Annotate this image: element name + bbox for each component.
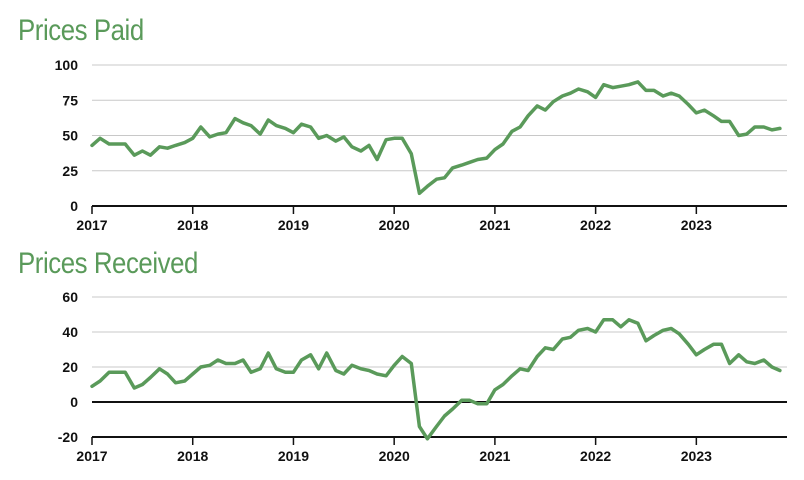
x-tick-label: 2018 bbox=[177, 448, 208, 464]
x-tick-label: 2023 bbox=[681, 217, 712, 233]
chart-title-prices-received: Prices Received bbox=[18, 247, 198, 280]
y-tick-label: 0 bbox=[70, 198, 78, 214]
series-line bbox=[90, 80, 782, 196]
y-tick-label: 100 bbox=[55, 57, 79, 73]
y-tick-label: 50 bbox=[62, 128, 78, 144]
y-tick-label: 25 bbox=[62, 163, 78, 179]
y-tick-label: -20 bbox=[58, 429, 78, 445]
y-tick-label: 20 bbox=[62, 359, 78, 375]
series-line bbox=[90, 318, 782, 441]
x-tick-label: 2023 bbox=[681, 448, 712, 464]
x-tick-label: 2021 bbox=[479, 448, 510, 464]
y-tick-label: 75 bbox=[62, 92, 78, 108]
x-tick-label: 2022 bbox=[580, 448, 611, 464]
x-tick-label: 2020 bbox=[379, 448, 410, 464]
x-tick-label: 2018 bbox=[177, 217, 208, 233]
x-tick-label: 2019 bbox=[278, 217, 309, 233]
y-tick-label: 60 bbox=[62, 289, 78, 305]
x-tick-label: 2019 bbox=[278, 448, 309, 464]
x-tick-label: 2021 bbox=[479, 217, 510, 233]
y-tick-label: 40 bbox=[62, 324, 78, 340]
x-tick-label: 2022 bbox=[580, 217, 611, 233]
x-tick-label: 2017 bbox=[76, 448, 107, 464]
y-tick-label: 0 bbox=[70, 394, 78, 410]
chart-title-prices-paid: Prices Paid bbox=[18, 14, 144, 47]
x-tick-label: 2017 bbox=[76, 217, 107, 233]
x-tick-label: 2020 bbox=[379, 217, 410, 233]
